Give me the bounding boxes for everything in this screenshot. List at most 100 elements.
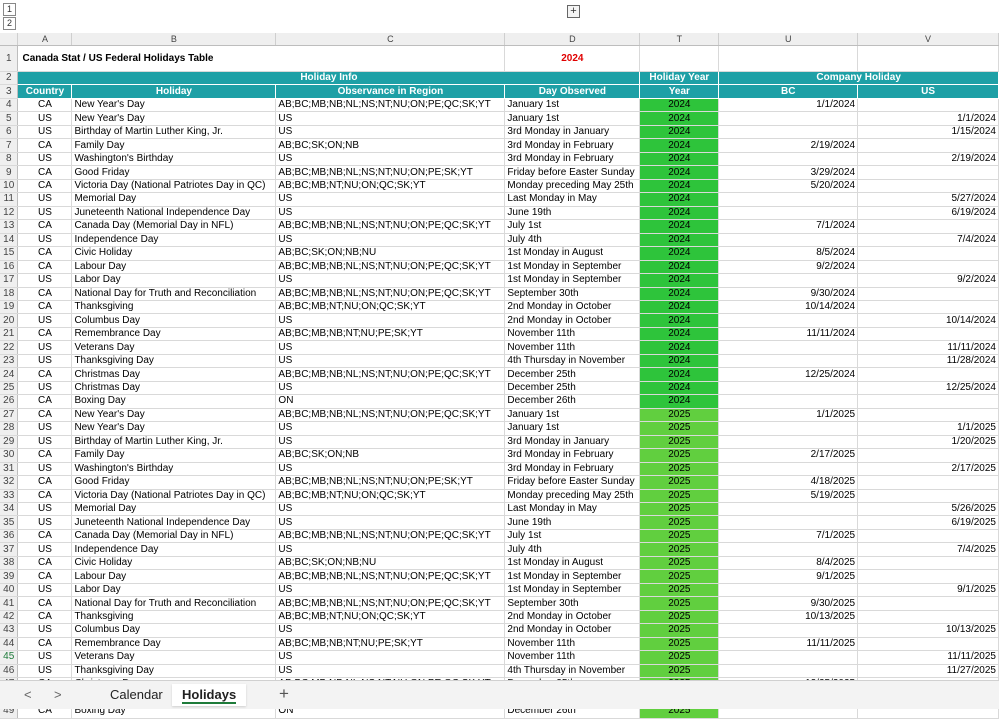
country-cell[interactable]: CA [17, 529, 73, 544]
bc-date-cell[interactable] [718, 381, 859, 396]
row-header[interactable]: 13 [0, 219, 19, 234]
us-date-cell[interactable]: 6/19/2025 [857, 515, 999, 530]
observance-cell[interactable]: AB;BC;SK;ON;NB [275, 448, 506, 463]
day-observed-header[interactable]: Day Observed [504, 84, 641, 99]
day-observed-cell[interactable]: 3rd Monday in February [504, 152, 641, 167]
observance-cell[interactable]: US [275, 313, 506, 328]
observance-cell[interactable]: US [275, 152, 506, 167]
year-cell[interactable]: 2025 [639, 583, 720, 598]
holiday-cell[interactable]: Good Friday [71, 475, 277, 490]
row-header[interactable]: 10 [0, 179, 19, 194]
observance-cell[interactable]: US [275, 273, 506, 288]
day-observed-cell[interactable]: November 11th [504, 650, 641, 665]
observance-cell[interactable]: AB;BC;MB;NT;NU;ON;QC;SK;YT [275, 610, 506, 625]
column-header-a[interactable]: A [17, 33, 73, 46]
day-observed-cell[interactable]: July 4th [504, 542, 641, 557]
holiday-cell[interactable]: Memorial Day [71, 192, 277, 207]
country-cell[interactable]: US [17, 542, 73, 557]
holiday-cell[interactable]: Labour Day [71, 569, 277, 584]
year-cell[interactable]: 2024 [639, 327, 720, 342]
us-date-cell[interactable]: 1/1/2025 [857, 421, 999, 436]
us-date-cell[interactable]: 1/1/2024 [857, 111, 999, 126]
add-sheet-button[interactable]: + [279, 684, 289, 703]
row-header[interactable]: 38 [0, 556, 19, 571]
day-observed-cell[interactable]: 3rd Monday in January [504, 125, 641, 140]
bc-date-cell[interactable] [718, 650, 859, 665]
bc-date-cell[interactable] [718, 664, 859, 679]
holiday-cell[interactable]: Victoria Day (National Patriotes Day in … [71, 179, 277, 194]
bc-date-cell[interactable] [718, 340, 859, 355]
bc-date-cell[interactable]: 9/30/2025 [718, 596, 859, 611]
bc-date-cell[interactable]: 8/5/2024 [718, 246, 859, 261]
row-header[interactable]: 25 [0, 381, 19, 396]
year-cell[interactable]: 2024 [639, 354, 720, 369]
holiday-cell[interactable]: Juneteenth National Independence Day [71, 206, 277, 221]
holiday-header[interactable]: Holiday [71, 84, 277, 99]
row-header[interactable]: 35 [0, 515, 19, 530]
bc-date-cell[interactable]: 8/4/2025 [718, 556, 859, 571]
us-date-cell[interactable] [857, 287, 999, 301]
us-date-cell[interactable]: 10/13/2025 [857, 623, 999, 638]
us-date-cell[interactable]: 6/19/2024 [857, 206, 999, 221]
column-header-u[interactable]: U [718, 33, 859, 46]
bc-date-cell[interactable] [718, 623, 859, 638]
country-cell[interactable]: CA [17, 475, 73, 490]
day-observed-cell[interactable]: 3rd Monday in February [504, 138, 641, 153]
bc-date-cell[interactable]: 7/1/2025 [718, 529, 859, 544]
day-observed-cell[interactable]: Last Monday in May [504, 192, 641, 207]
row-header[interactable]: 30 [0, 448, 19, 463]
holiday-cell[interactable]: New Year's Day [71, 98, 277, 113]
observance-cell[interactable]: US [275, 583, 506, 598]
observance-cell[interactable]: AB;BC;MB;NB;NL;NS;NT;NU;ON;PE;QC;SK;YT [275, 98, 506, 113]
year-cell[interactable]: 2024 [639, 111, 720, 126]
day-observed-cell[interactable]: 2nd Monday in October [504, 610, 641, 625]
row-header[interactable]: 21 [0, 327, 19, 342]
holiday-cell[interactable]: National Day for Truth and Reconciliatio… [71, 596, 277, 611]
holiday-cell[interactable]: Labour Day [71, 260, 277, 275]
row-header[interactable]: 41 [0, 596, 19, 611]
year-cell[interactable]: 2025 [639, 664, 720, 679]
year-cell[interactable]: 2025 [639, 596, 720, 611]
holiday-cell[interactable]: New Year's Day [71, 421, 277, 436]
us-date-cell[interactable]: 10/14/2024 [857, 313, 999, 328]
day-observed-cell[interactable]: 1st Monday in August [504, 246, 641, 261]
sheet-tab-holidays[interactable]: Holidays [172, 684, 247, 706]
day-observed-cell[interactable]: December 25th [504, 367, 641, 382]
year-cell[interactable]: 2024 [639, 367, 720, 382]
bc-date-cell[interactable]: 11/11/2024 [718, 327, 859, 342]
row-header[interactable]: 43 [0, 623, 19, 638]
row-header[interactable]: 6 [0, 125, 19, 140]
row-header[interactable]: 15 [0, 246, 19, 261]
observance-cell[interactable]: US [275, 462, 506, 477]
year-cell[interactable]: 2024 [639, 246, 720, 261]
row-header[interactable]: 40 [0, 583, 19, 598]
holiday-cell[interactable]: Canada Day (Memorial Day in NFL) [71, 529, 277, 544]
column-header-b[interactable]: B [71, 33, 277, 46]
holiday-cell[interactable]: Remembrance Day [71, 327, 277, 342]
row-header[interactable]: 32 [0, 475, 19, 490]
holiday-cell[interactable]: Columbus Day [71, 623, 277, 638]
observance-cell[interactable]: AB;BC;MB;NB;NL;NS;NT;NU;ON;PE;QC;SK;YT [275, 407, 506, 423]
observance-cell[interactable]: US [275, 233, 506, 248]
country-cell[interactable]: CA [17, 98, 73, 113]
year-cell[interactable]: 2025 [639, 610, 720, 625]
column-header-c[interactable]: C [275, 33, 506, 46]
country-header[interactable]: Country [17, 84, 73, 99]
year-cell[interactable]: 2025 [639, 623, 720, 638]
year-cell[interactable]: 2025 [639, 515, 720, 530]
us-date-cell[interactable] [857, 260, 999, 275]
bc-date-cell[interactable] [718, 233, 859, 248]
day-observed-cell[interactable]: 2nd Monday in October [504, 300, 641, 315]
country-cell[interactable]: US [17, 233, 73, 248]
year-cell[interactable]: 2025 [639, 448, 720, 463]
observance-cell[interactable]: AB;BC;MB;NT;NU;ON;QC;SK;YT [275, 300, 506, 315]
row-header[interactable]: 4 [0, 98, 19, 113]
year-cell[interactable]: 2024 [639, 273, 720, 288]
bc-date-cell[interactable]: 5/20/2024 [718, 179, 859, 194]
country-cell[interactable]: US [17, 583, 73, 598]
row-header[interactable]: 37 [0, 542, 19, 557]
country-cell[interactable]: CA [17, 569, 73, 584]
sheet-tab-calendar[interactable]: Calendar [110, 687, 163, 702]
observance-cell[interactable]: US [275, 206, 506, 221]
year-cell[interactable]: 2024 [639, 165, 720, 180]
